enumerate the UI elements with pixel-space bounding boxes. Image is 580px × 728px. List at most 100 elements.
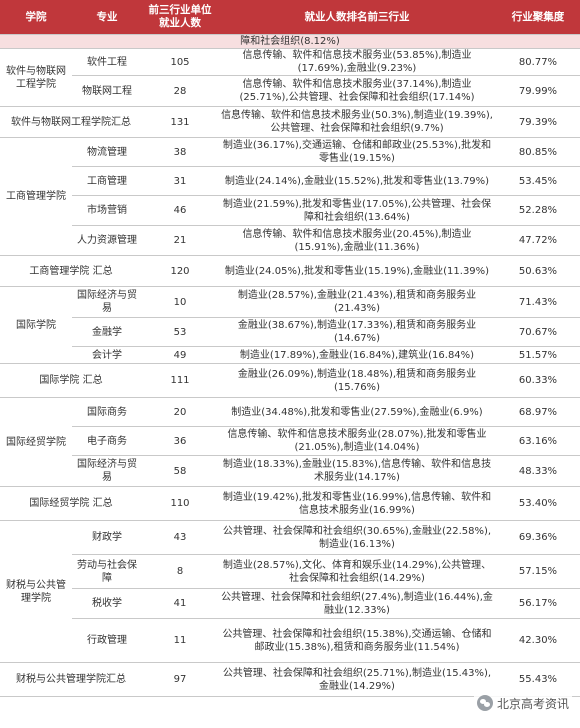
header-major: 专业	[72, 0, 142, 35]
industries-cell: 制造业(24.14%),金融业(15.52%),批发和零售业(13.79%)	[218, 166, 496, 196]
major-cell: 人力资源管理	[72, 225, 142, 256]
industries-cell: 公共管理、社会保障和社会组织(25.71%),制造业(15.43%),金融业(1…	[218, 662, 496, 697]
header-row: 学院 专业 前三行业单位就业人数 就业人数排名前三行业 行业聚集度	[0, 0, 580, 35]
count-cell: 58	[142, 455, 218, 487]
count-cell: 38	[142, 137, 218, 167]
table-row: 金融学 53 金融业(38.67%),制造业(17.33%),租赁和商务服务业(…	[0, 317, 580, 347]
count-cell: 20	[142, 397, 218, 427]
watermark-text: 北京高考资讯	[496, 696, 569, 711]
concentration-cell: 42.30%	[496, 618, 580, 663]
count-cell: 8	[142, 554, 218, 589]
industries-cell: 公共管理、社会保障和社会组织(15.38%),交通运输、仓储和邮政业(15.38…	[218, 618, 496, 663]
count-cell: 36	[142, 426, 218, 456]
table-row: 物联网工程 28 信息传输、软件和信息技术服务业(37.14%),制造业(25.…	[0, 75, 580, 107]
concentration-cell: 50.63%	[496, 255, 580, 287]
industries-cell: 制造业(18.33%),金融业(15.83%),信息传输、软件和信息技术服务业(…	[218, 455, 496, 487]
concentration-cell: 53.45%	[496, 166, 580, 196]
count-cell: 49	[142, 346, 218, 364]
table-row: 电子商务 36 信息传输、软件和信息技术服务业(28.07%),批发和零售业(2…	[0, 426, 580, 456]
major-cell: 税收学	[72, 588, 142, 619]
summary-row: 财税与公共管理学院汇总 97 公共管理、社会保障和社会组织(25.71%),制造…	[0, 662, 580, 697]
header-concentration: 行业聚集度	[496, 0, 580, 35]
major-cell: 金融学	[72, 317, 142, 347]
major-cell: 财政学	[72, 520, 142, 555]
major-cell: 物联网工程	[72, 75, 142, 107]
major-cell: 国际商务	[72, 397, 142, 427]
table-row: 行政管理 11 公共管理、社会保障和社会组织(15.38%),交通运输、仓储和邮…	[0, 618, 580, 663]
header-count: 前三行业单位就业人数	[142, 0, 218, 35]
industries-cell: 制造业(21.59%),批发和零售业(17.05%),公共管理、社会保障和社会组…	[218, 195, 496, 226]
major-cell: 电子商务	[72, 426, 142, 456]
count-cell: 131	[142, 106, 218, 138]
major-cell: 市场营销	[72, 195, 142, 226]
concentration-cell: 69.36%	[496, 520, 580, 555]
count-cell: 41	[142, 588, 218, 619]
table-row: 国际经济与贸易 58 制造业(18.33%),金融业(15.83%),信息传输、…	[0, 455, 580, 487]
industries-cell: 金融业(26.09%),制造业(18.48%),租赁和商务服务业(15.76%)	[218, 363, 496, 398]
concentration-cell: 48.33%	[496, 455, 580, 487]
concentration-cell: 51.57%	[496, 346, 580, 364]
concentration-cell: 68.97%	[496, 397, 580, 427]
concentration-cell: 63.16%	[496, 426, 580, 456]
count-cell: 111	[142, 363, 218, 398]
concentration-cell: 71.43%	[496, 286, 580, 318]
concentration-cell: 80.77%	[496, 48, 580, 76]
continuation-row: 障和社会组织(8.12%)	[0, 34, 580, 49]
concentration-cell: 52.28%	[496, 195, 580, 226]
count-cell: 105	[142, 48, 218, 76]
watermark: 北京高考资讯	[473, 692, 572, 714]
summary-row: 国际经贸学院 汇总 110 制造业(19.42%),批发和零售业(16.99%)…	[0, 486, 580, 521]
summary-label: 工商管理学院 汇总	[0, 255, 142, 287]
summary-row: 工商管理学院 汇总 120 制造业(24.05%),批发和零售业(15.19%)…	[0, 255, 580, 287]
major-cell: 国际经济与贸易	[72, 455, 142, 487]
concentration-cell: 79.39%	[496, 106, 580, 138]
industries-cell: 制造业(17.89%),金融业(16.84%),建筑业(16.84%)	[218, 346, 496, 364]
summary-label: 国际学院 汇总	[0, 363, 142, 398]
concentration-cell: 47.72%	[496, 225, 580, 256]
major-cell: 行政管理	[72, 618, 142, 663]
school-cell: 财税与公共管理学院	[0, 520, 72, 663]
table-row: 税收学 41 公共管理、社会保障和社会组织(27.4%),制造业(16.44%)…	[0, 588, 580, 619]
industries-cell: 制造业(34.48%),批发和零售业(27.59%),金融业(6.9%)	[218, 397, 496, 427]
industries-cell: 制造业(28.57%),金融业(21.43%),租赁和商务服务业(21.43%)	[218, 286, 496, 318]
count-cell: 11	[142, 618, 218, 663]
school-cell: 工商管理学院	[0, 137, 72, 256]
industries-cell: 信息传输、软件和信息技术服务业(37.14%),制造业(25.71%),公共管理…	[218, 75, 496, 107]
count-cell: 28	[142, 75, 218, 107]
concentration-cell: 80.85%	[496, 137, 580, 167]
industries-cell: 信息传输、软件和信息技术服务业(53.85%),制造业(17.69%),金融业(…	[218, 48, 496, 76]
continuation-text: 障和社会组织(8.12%)	[0, 34, 580, 49]
school-cell: 国际经贸学院	[0, 397, 72, 487]
concentration-cell: 70.67%	[496, 317, 580, 347]
count-cell: 46	[142, 195, 218, 226]
table-row: 国际经贸学院 国际商务 20 制造业(34.48%),批发和零售业(27.59%…	[0, 397, 580, 487]
employment-table: 学院 专业 前三行业单位就业人数 就业人数排名前三行业 行业聚集度 障和社会组织…	[0, 0, 580, 697]
table-row: 人力资源管理 21 信息传输、软件和信息技术服务业(20.45%),制造业(15…	[0, 225, 580, 256]
industries-cell: 制造业(28.57%),文化、体育和娱乐业(14.29%),公共管理、社会保障和…	[218, 554, 496, 589]
major-cell: 国际经济与贸易	[72, 286, 142, 318]
industries-cell: 信息传输、软件和信息技术服务业(20.45%),制造业(15.91%),金融业(…	[218, 225, 496, 256]
count-cell: 110	[142, 486, 218, 521]
industries-cell: 制造业(24.05%),批发和零售业(15.19%),金融业(11.39%)	[218, 255, 496, 287]
industries-cell: 信息传输、软件和信息技术服务业(28.07%),批发和零售业(21.05%),制…	[218, 426, 496, 456]
concentration-cell: 79.99%	[496, 75, 580, 107]
wechat-icon	[476, 695, 493, 711]
concentration-cell: 55.43%	[496, 662, 580, 697]
major-cell: 会计学	[72, 346, 142, 364]
major-cell: 劳动与社会保障	[72, 554, 142, 589]
industries-cell: 制造业(36.17%),交通运输、仓储和邮政业(25.53%),批发和零售业(1…	[218, 137, 496, 167]
count-cell: 21	[142, 225, 218, 256]
summary-row: 国际学院 汇总 111 金融业(26.09%),制造业(18.48%),租赁和商…	[0, 363, 580, 398]
table-row: 工商管理 31 制造业(24.14%),金融业(15.52%),批发和零售业(1…	[0, 166, 580, 196]
summary-label: 财税与公共管理学院汇总	[0, 662, 142, 697]
summary-label: 国际经贸学院 汇总	[0, 486, 142, 521]
industries-cell: 信息传输、软件和信息技术服务业(50.3%),制造业(19.39%),公共管理、…	[218, 106, 496, 138]
concentration-cell: 53.40%	[496, 486, 580, 521]
industries-cell: 制造业(19.42%),批发和零售业(16.99%),信息传输、软件和信息技术服…	[218, 486, 496, 521]
table-row: 国际学院 国际经济与贸易 10 制造业(28.57%),金融业(21.43%),…	[0, 286, 580, 364]
industries-cell: 公共管理、社会保障和社会组织(27.4%),制造业(16.44%),金融业(12…	[218, 588, 496, 619]
table-row: 市场营销 46 制造业(21.59%),批发和零售业(17.05%),公共管理、…	[0, 195, 580, 226]
table-row: 软件与物联网工程学院 软件工程 105 信息传输、软件和信息技术服务业(53.8…	[0, 48, 580, 107]
concentration-cell: 60.33%	[496, 363, 580, 398]
count-cell: 43	[142, 520, 218, 555]
